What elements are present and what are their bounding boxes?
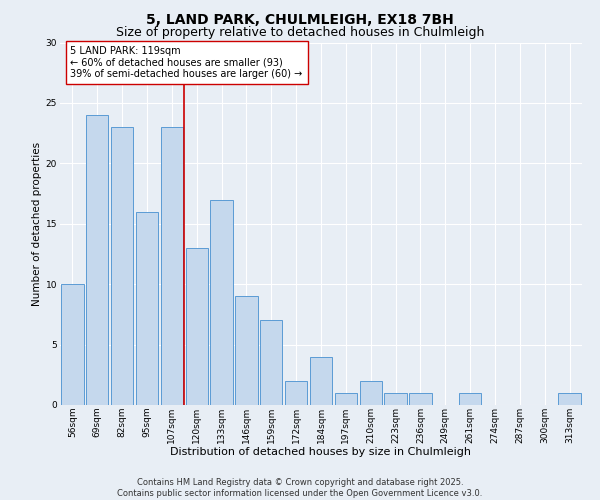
Text: 5, LAND PARK, CHULMLEIGH, EX18 7BH: 5, LAND PARK, CHULMLEIGH, EX18 7BH — [146, 12, 454, 26]
Bar — [335, 393, 357, 405]
Y-axis label: Number of detached properties: Number of detached properties — [32, 142, 41, 306]
Text: Contains HM Land Registry data © Crown copyright and database right 2025.
Contai: Contains HM Land Registry data © Crown c… — [118, 478, 482, 498]
X-axis label: Distribution of detached houses by size in Chulmleigh: Distribution of detached houses by size … — [170, 447, 472, 457]
Bar — [409, 393, 431, 405]
Bar — [260, 320, 283, 405]
Bar — [211, 200, 233, 405]
Bar — [61, 284, 83, 405]
Bar — [136, 212, 158, 405]
Text: Size of property relative to detached houses in Chulmleigh: Size of property relative to detached ho… — [116, 26, 484, 39]
Bar — [559, 393, 581, 405]
Bar — [161, 127, 183, 405]
Bar — [86, 115, 109, 405]
Bar — [235, 296, 257, 405]
Bar — [111, 127, 133, 405]
Bar — [185, 248, 208, 405]
Bar — [459, 393, 481, 405]
Bar — [310, 356, 332, 405]
Bar — [359, 381, 382, 405]
Bar — [285, 381, 307, 405]
Bar — [385, 393, 407, 405]
Text: 5 LAND PARK: 119sqm
← 60% of detached houses are smaller (93)
39% of semi-detach: 5 LAND PARK: 119sqm ← 60% of detached ho… — [70, 46, 302, 80]
